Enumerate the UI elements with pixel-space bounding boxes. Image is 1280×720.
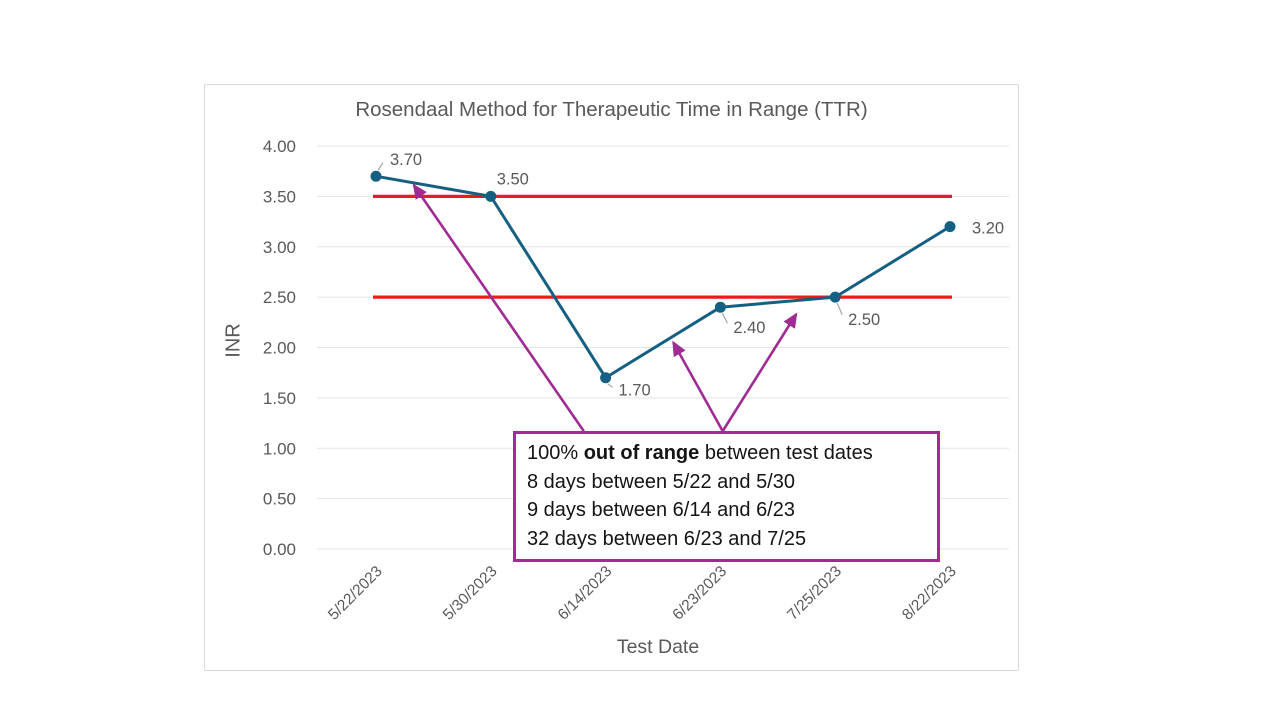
annotation-line-4: 32 days between 6/23 and 7/25	[527, 527, 807, 550]
y-tick-label: 3.00	[263, 238, 296, 257]
annotation-line-2: 8 days between 5/22 and 5/30	[527, 470, 795, 493]
x-tick-label: 7/25/2023	[784, 563, 845, 624]
label-leader-line	[836, 302, 843, 315]
y-tick-label: 1.50	[263, 389, 296, 408]
annotation-box: 100% out of range between test dates 8 d…	[513, 431, 940, 562]
annotation-arrow	[412, 183, 585, 432]
label-leader-line	[721, 312, 728, 324]
data-label: 2.50	[848, 311, 880, 329]
y-tick-label: 3.50	[263, 187, 296, 206]
x-tick-label: 8/22/2023	[899, 563, 960, 624]
data-label: 3.20	[972, 220, 1004, 238]
y-axis-title: INR	[222, 323, 245, 358]
annotation-line-1-prefix: 100%	[527, 442, 584, 464]
data-point	[370, 170, 382, 182]
data-point	[944, 221, 956, 233]
data-label: 2.40	[733, 319, 765, 337]
data-point	[600, 372, 612, 384]
annotation-arrow	[721, 312, 798, 432]
x-tick-label: 6/14/2023	[555, 563, 616, 624]
annotation-line-1-suffix: between test dates	[699, 442, 873, 464]
data-label: 3.70	[390, 151, 422, 169]
data-label: 1.70	[619, 382, 651, 400]
y-tick-label: 0.50	[263, 490, 296, 509]
x-tick-label: 6/23/2023	[669, 563, 730, 624]
y-tick-label: 1.00	[263, 439, 296, 458]
chart-frame: 0.00 0.50 1.00 1.50 2.00 2.50 3.00 3.50 4.00 3.70…	[204, 84, 1019, 671]
annotation-line-1: 100% out of range between test dates	[527, 439, 926, 468]
label-leader-line	[377, 162, 384, 171]
annotation-arrow	[672, 340, 724, 432]
line-chart: 0.00 0.50 1.00 1.50 2.00 2.50 3.00 3.50 4.00 3.70…	[263, 137, 1009, 624]
x-tick-label: 5/30/2023	[440, 563, 501, 624]
x-tick-label: 5/22/2023	[325, 563, 386, 624]
annotation-line-1-bold: out of range	[583, 442, 700, 464]
x-axis-title: Test Date	[616, 636, 700, 658]
data-label: 3.50	[497, 170, 529, 188]
y-tick-label: 2.00	[263, 339, 296, 358]
label-leader-line	[607, 383, 613, 388]
annotation-line-3: 9 days between 6/14 and 6/23	[527, 499, 795, 521]
inr-series-line	[375, 174, 951, 380]
data-point	[485, 190, 497, 202]
data-point	[829, 291, 841, 303]
data-point	[714, 301, 726, 313]
y-tick-label: 0.00	[263, 540, 296, 559]
y-tick-label: 2.50	[263, 288, 296, 307]
y-tick-label: 4.00	[263, 137, 296, 156]
chart-title: Rosendaal Method for Therapeutic Time in…	[355, 98, 868, 121]
